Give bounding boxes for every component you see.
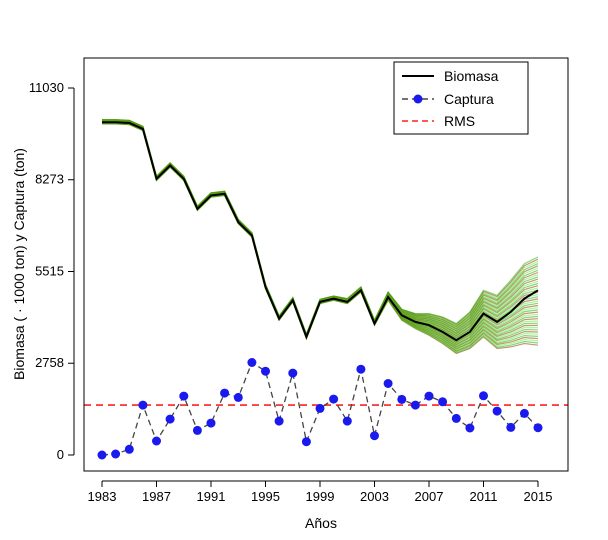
captura-point <box>206 418 216 428</box>
captura-point <box>342 416 352 426</box>
x-tick-label: 2003 <box>360 489 389 504</box>
y-tick-label: 2758 <box>35 355 64 370</box>
x-tick-label: 2011 <box>470 489 498 504</box>
legend-biomasa-label: Biomasa <box>444 68 499 84</box>
captura-point <box>261 366 270 376</box>
captura-point <box>533 423 543 433</box>
legend-captura-label: Captura <box>444 91 494 107</box>
uncertainty-trajectory <box>102 121 539 339</box>
captura-point <box>424 391 434 401</box>
captura-point <box>97 450 107 460</box>
x-tick-label: 1983 <box>88 489 117 504</box>
legend: Biomasa Captura RMS <box>393 61 529 135</box>
x-axis-title: Años <box>305 515 337 531</box>
captura-point <box>152 436 161 446</box>
captura-point <box>138 400 148 410</box>
x-tick-label: 2015 <box>524 489 553 504</box>
captura-point <box>329 394 339 404</box>
captura-point <box>506 422 516 432</box>
catch-points <box>97 358 543 460</box>
captura-point <box>111 449 121 459</box>
captura-point <box>288 368 298 378</box>
series-lines <box>84 121 568 456</box>
legend-captura-marker <box>413 94 423 104</box>
captura-point <box>451 413 461 423</box>
biomasa-line <box>102 121 539 342</box>
captura-point <box>301 437 311 447</box>
captura-point <box>179 391 189 401</box>
plot-frame <box>83 57 569 472</box>
axes: 1983 1987 1991 1995 1999 2003 2007 2011 2015 0 275… <box>29 80 553 504</box>
captura-point <box>370 431 379 441</box>
captura-point <box>465 423 475 433</box>
x-tick-label: 1999 <box>306 489 335 504</box>
captura-point <box>233 392 243 402</box>
captura-point <box>315 403 325 413</box>
captura-point <box>274 416 284 426</box>
uncertainty-trajectory <box>102 118 539 336</box>
uncertainty-band <box>102 118 539 355</box>
x-tick-label: 2007 <box>415 489 444 504</box>
x-tick-label: 1991 <box>197 489 226 504</box>
captura-point <box>220 388 230 398</box>
captura-point <box>383 379 393 388</box>
captura-point <box>397 394 407 404</box>
x-tick-label: 1987 <box>142 489 171 504</box>
captura-point <box>438 397 448 407</box>
captura-point <box>192 425 202 435</box>
captura-point <box>479 391 488 401</box>
y-axis-title: Biomasa ( · 1000 ton) y Captura (ton) <box>11 148 27 380</box>
captura-point <box>519 408 529 418</box>
captura-point <box>124 444 134 454</box>
captura-point <box>492 406 502 416</box>
captura-point <box>410 400 420 410</box>
x-tick-label: 1995 <box>251 489 280 504</box>
y-tick-label: 0 <box>57 447 64 462</box>
captura-point <box>247 358 257 367</box>
y-tick-label: 11030 <box>29 80 64 95</box>
uncertainty-trajectory <box>102 121 539 340</box>
captura-point <box>356 364 366 374</box>
captura-point <box>165 414 175 424</box>
legend-rms-label: RMS <box>444 113 475 129</box>
y-tick-label: 8273 <box>35 172 64 187</box>
captura-line <box>101 361 539 456</box>
y-tick-label: 5515 <box>35 264 64 279</box>
